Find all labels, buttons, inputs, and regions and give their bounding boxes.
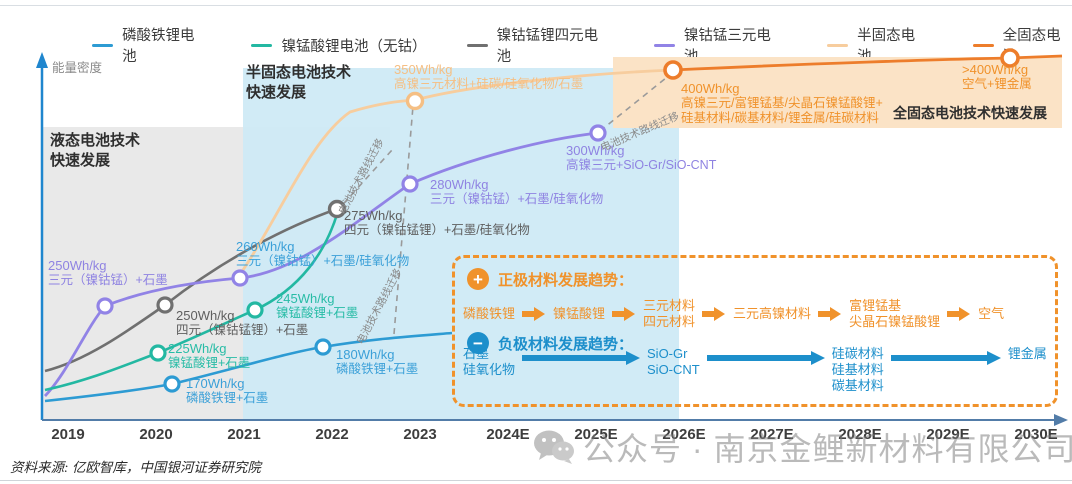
point-label-350: 350Wh/kg 高镍三元材料+硅碳/硅氧化物/石墨 — [394, 62, 584, 91]
long-arrow-right-icon — [706, 351, 825, 365]
point-label-400: 400Wh/kg 高镍三元/富锂锰基/尖晶石镍锰酸锂+ 硅基材料/碳基材料/锂金… — [681, 81, 883, 125]
point-label-260: 260Wh/kg 三元（镍钴锰）+石墨/硅氧化物 — [236, 239, 410, 268]
axis-tick-2021: 2021 — [227, 426, 261, 443]
y-axis-arrow-icon — [36, 52, 48, 68]
cathode-trend-title: 正极材料发展趋势： — [498, 271, 634, 289]
marker-400plus — [1000, 48, 1020, 68]
legend-dash-icon — [653, 43, 675, 47]
anode-trend-title: 负极材料发展趋势： — [498, 335, 634, 353]
axis-tick-2019: 2019 — [51, 426, 85, 443]
legend-item-lnmo: 镍锰酸锂电池（无钴） — [251, 35, 427, 56]
marker-280 — [401, 175, 419, 193]
legend-dash-icon — [251, 43, 273, 47]
arrow-right-icon — [702, 307, 726, 321]
region-semisolid — [243, 68, 679, 420]
axis-tick-2030e: 2030E — [1014, 426, 1058, 443]
marker-260 — [231, 269, 249, 287]
x-axis-arrow-icon — [1054, 414, 1068, 426]
minus-circle-icon: − — [467, 332, 489, 354]
region-label-semisolid: 半固态电池技术 快速发展 — [246, 64, 352, 101]
curve-solidstate — [672, 54, 1063, 72]
marker-400 — [663, 60, 683, 80]
axis-tick-2025e: 2025E — [574, 426, 618, 443]
point-label-245: 245Wh/kg 镍锰酸锂+石墨 — [276, 291, 359, 320]
axis-tick-2020: 2020 — [139, 426, 173, 443]
curve-lnmo — [44, 210, 340, 392]
long-arrow-right-icon — [522, 351, 641, 365]
anode-trend-row: 石墨 硅氧化物 SiO-Gr SiO-CNT 硅碳材料 硅基材料 碳基材料 锂金属 — [463, 346, 1047, 393]
source-note: 资料来源: 亿欧智库，中国银河证券研究院 — [10, 460, 261, 475]
watermark: 公众号 · 南京金鲤新材料有限公司 — [533, 424, 1072, 470]
arrow-right-icon — [612, 307, 636, 321]
plus-circle-icon: + — [467, 268, 489, 290]
marker-300 — [589, 124, 607, 142]
y-axis-label: 能量密度 — [52, 61, 103, 75]
marker-225 — [149, 344, 167, 362]
marker-170 — [163, 375, 181, 393]
axis-tick-2026e: 2026E — [662, 426, 706, 443]
marker-245 — [246, 301, 264, 319]
material-trend-box: + 正极材料发展趋势： 磷酸铁锂 镍锰酸锂 三元材料 四元材料 三元高镍材料 富锂… — [452, 255, 1058, 407]
axis-tick-2028e: 2028E — [838, 426, 882, 443]
marker-275 — [327, 199, 347, 219]
point-label-280: 280Wh/kg 三元（镍钴锰）+石墨/硅氧化物 — [430, 177, 604, 206]
legend-item-lfp: 磷酸铁锂电池 — [92, 24, 205, 66]
region-label-liquid: 液态电池技术 快速发展 — [50, 132, 141, 169]
migration-dash-3 — [599, 73, 672, 132]
marker-180 — [314, 338, 332, 356]
legend-item-quaternary: 镍钴锰锂四元电池 — [466, 24, 608, 66]
chart-canvas — [36, 48, 1068, 426]
point-label-170: 170Wh/kg 磷酸铁锂+石墨 — [186, 376, 269, 405]
arrow-right-icon — [818, 307, 842, 321]
marker-250-ternary — [96, 297, 114, 315]
axis-tick-2023: 2023 — [403, 426, 437, 443]
legend-label: 磷酸铁锂电池 — [122, 28, 195, 65]
curve-ncm-ternary — [43, 131, 599, 397]
marker-350 — [405, 91, 425, 111]
region-label-solidstate: 全固态电池技术快速发展 — [893, 105, 1047, 121]
migration-dash-1 — [393, 105, 414, 335]
arrow-right-icon — [522, 307, 546, 321]
point-label-275: 275Wh/kg 四元（镍钴锰锂）+石墨/硅氧化物 — [344, 208, 530, 237]
legend-label: 镍锰酸锂电池（无钴） — [281, 38, 427, 55]
curve-semisolid — [241, 68, 674, 271]
axis-tick-2022: 2022 — [315, 426, 349, 443]
cathode-trend-row: 磷酸铁锂 镍锰酸锂 三元材料 四元材料 三元高镍材料 富锂锰基 尖晶石镍锰酸锂 空气 — [463, 298, 1005, 329]
legend-dash-icon — [92, 43, 114, 47]
point-label-250-ternary: 250Wh/kg 三元（镍钴锰）+石墨 — [48, 258, 168, 287]
point-label-225: 225Wh/kg 镍锰酸锂+石墨 — [168, 341, 251, 370]
legend-label: 镍钴锰锂四元电池 — [496, 28, 599, 65]
axis-tick-2029e: 2029E — [926, 426, 970, 443]
marker-250-quaternary — [156, 296, 174, 314]
point-label-400plus: >400Wh/kg 空气+锂金属 — [962, 62, 1032, 91]
wechat-icon — [534, 430, 574, 464]
legend-dash-icon — [972, 43, 994, 47]
axis-tick-2027e: 2027E — [750, 426, 794, 443]
legend-dash-icon — [466, 43, 488, 47]
watermark-text: 公众号 · 南京金鲤新材料有限公司 — [583, 431, 1072, 467]
point-label-300: 300Wh/kg 高镍三元+SiO-Gr/SiO-CNT — [566, 143, 717, 172]
legend-dash-icon — [827, 43, 849, 47]
point-label-180: 180Wh/kg 磷酸铁锂+石墨 — [336, 347, 419, 376]
axis-tick-2024e: 2024E — [486, 426, 530, 443]
migration-dash-2 — [335, 149, 393, 213]
long-arrow-right-icon — [890, 351, 1001, 365]
arrow-right-icon — [947, 307, 971, 321]
curve-lfp — [44, 331, 453, 403]
point-label-250-quaternary: 250Wh/kg 四元（镍钴锰锂）+石墨 — [176, 308, 309, 337]
